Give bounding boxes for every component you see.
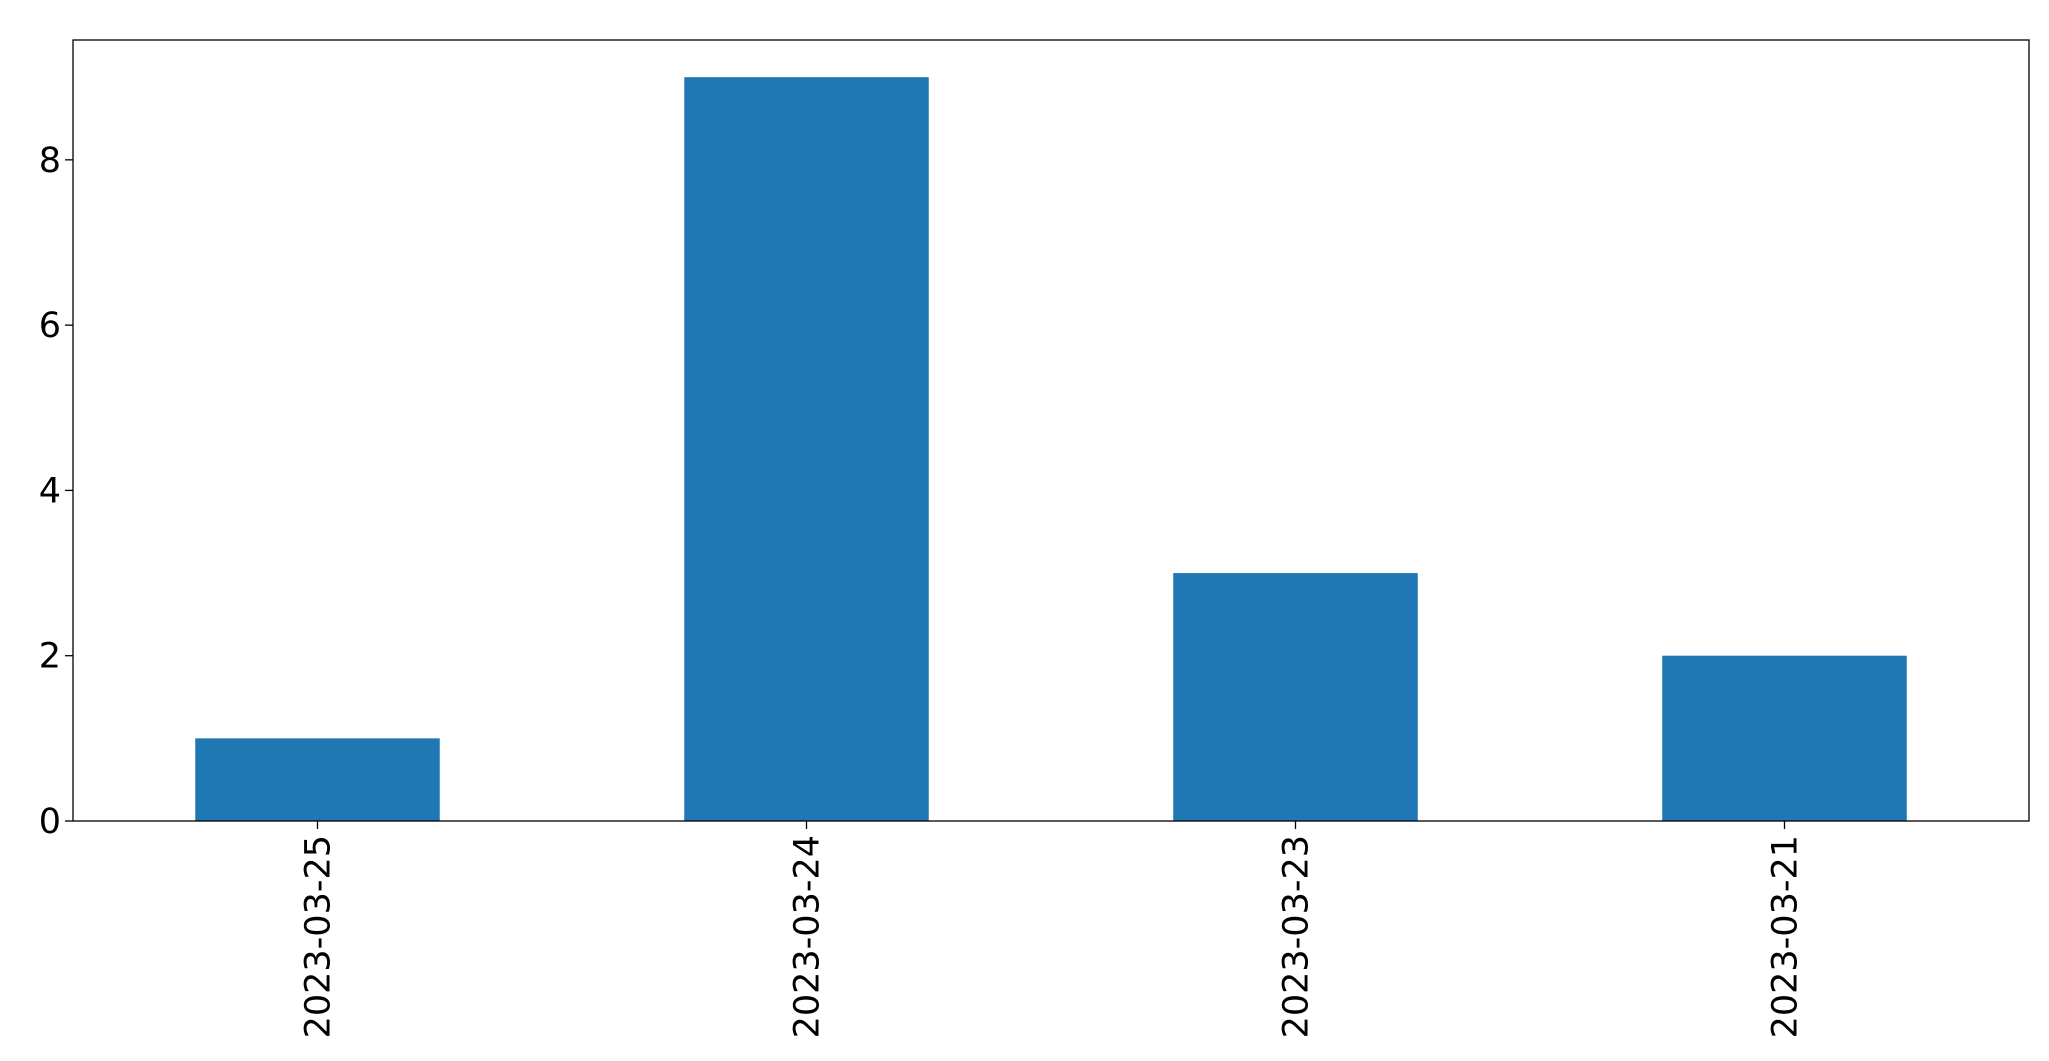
bar-2023-03-24	[684, 77, 929, 821]
axes-frame	[72, 39, 2030, 822]
bar-2023-03-21	[1662, 655, 1907, 821]
y-tick-label: 4	[39, 471, 61, 511]
x-tick-label: 2023-03-23	[1277, 835, 1317, 1038]
x-axis: 2023-03-25 2023-03-24 2023-03-23 2023-03-21	[299, 821, 1806, 1038]
y-tick-label: 6	[39, 306, 61, 346]
bar-2023-03-25	[195, 738, 440, 821]
y-tick-label: 8	[39, 141, 61, 181]
y-tick-label: 2	[39, 637, 61, 677]
y-axis: 0 2 4 6 8	[39, 141, 73, 842]
x-tick-label: 2023-03-21	[1766, 835, 1806, 1038]
y-tick-label: 0	[39, 802, 61, 842]
x-tick-label: 2023-03-24	[788, 835, 828, 1038]
x-tick-label: 2023-03-25	[299, 835, 339, 1038]
bar-2023-03-23	[1173, 573, 1418, 821]
bars-group	[195, 77, 1907, 821]
